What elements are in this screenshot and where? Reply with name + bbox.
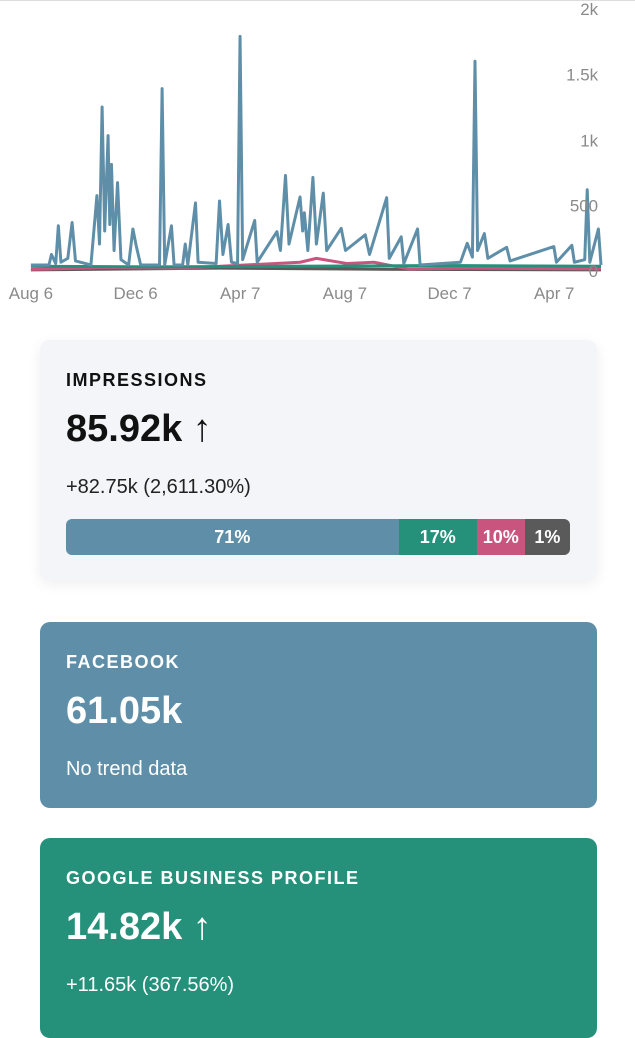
facebook-value: 61.05k [66, 690, 183, 732]
impressions-label: IMPRESSIONS [66, 370, 208, 390]
google-value: 14.82k ↑ [66, 906, 212, 949]
x-tick-label: Aug 6 [9, 284, 53, 303]
facebook-change: No trend data [66, 758, 188, 780]
y-tick-label: 500 [570, 196, 598, 215]
x-tick-label: Apr 7 [220, 284, 260, 303]
y-tick-label: 2k [580, 0, 598, 19]
y-tick-label: 1k [580, 132, 598, 151]
impressions-card[interactable]: IMPRESSIONS 85.92k ↑ +82.75k (2,611.30%)… [40, 340, 597, 580]
arrow-up-icon: ↑ [192, 408, 212, 450]
y-tick-label: 1.5k [566, 66, 599, 85]
google-total: 14.82k [66, 906, 183, 948]
x-tick-label: Apr 7 [534, 284, 574, 303]
breakdown-bar: 71% 17% 10% 1% [66, 519, 570, 555]
facebook-card[interactable]: FACEBOOK 61.05k No trend data [40, 622, 597, 808]
series-line [30, 34, 603, 267]
facebook-label: FACEBOOK [66, 652, 181, 672]
arrow-up-icon: ↑ [192, 906, 212, 948]
breakdown-segment: 71% [66, 519, 399, 555]
breakdown-segment: 17% [398, 519, 477, 555]
x-tick-label: Aug 7 [323, 284, 367, 303]
series-line [30, 264, 601, 269]
google-label: GOOGLE BUSINESS PROFILE [66, 868, 360, 888]
impressions-change: +82.75k (2,611.30%) [66, 476, 251, 498]
google-business-profile-card[interactable]: GOOGLE BUSINESS PROFILE 14.82k ↑ +11.65k… [40, 838, 597, 1038]
google-change: +11.65k (367.56%) [66, 974, 235, 996]
impressions-total: 85.92k [66, 408, 183, 450]
impressions-line-chart: Aug 6 Dec 6 Apr 7 Aug 7 Dec 7 Apr 7 2k 1.5k 1k 50… [0, 0, 635, 303]
impressions-value: 85.92k ↑ [66, 408, 212, 451]
breakdown-segment: 10% [476, 519, 525, 555]
x-tick-label: Dec 7 [427, 284, 471, 303]
y-tick-label: 0 [589, 262, 598, 281]
x-tick-label: Dec 6 [113, 284, 157, 303]
breakdown-segment: 1% [524, 519, 570, 555]
